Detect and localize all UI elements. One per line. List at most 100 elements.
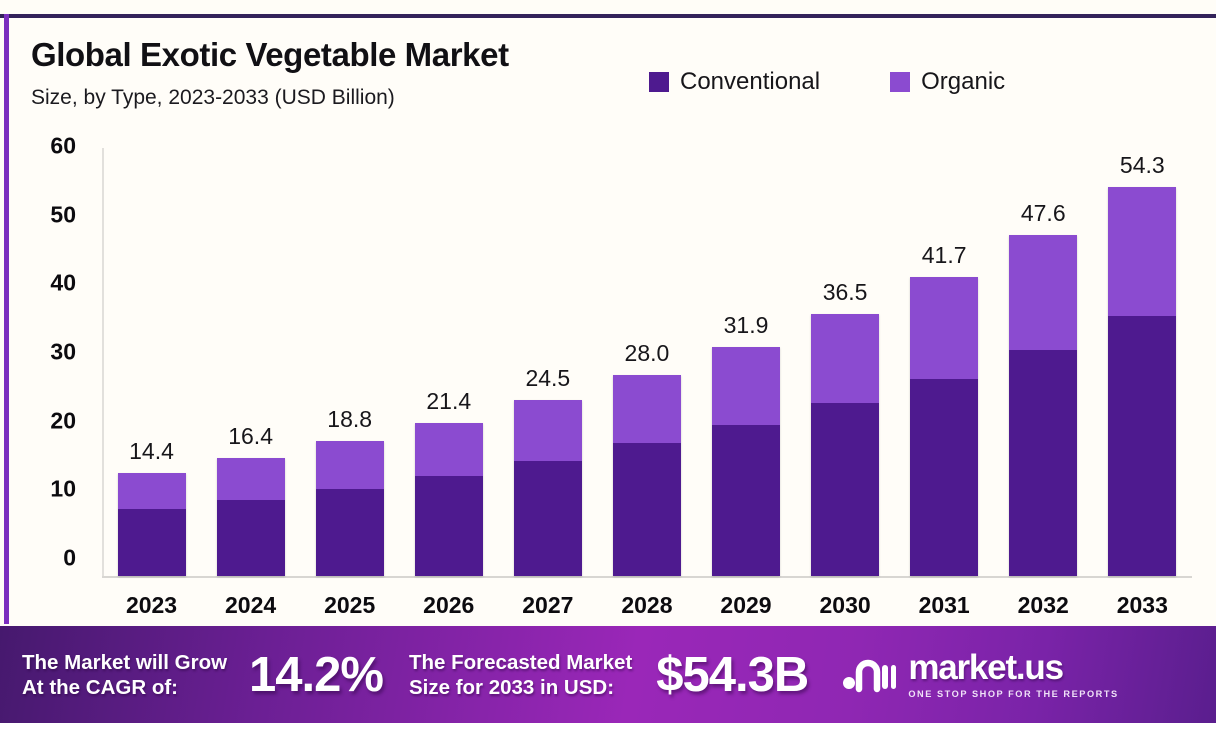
bar-series-group: 14.4 16.4 18.8 21.4 24.5 28.0 31.9 36.5 41.7 47.6… (102, 146, 1192, 576)
summary-banner: The Market will Grow At the CAGR of: 14.… (0, 626, 1216, 723)
bar-column[interactable]: 14.4 (102, 146, 201, 576)
x-axis-tick: 2023 (125, 591, 178, 618)
y-axis-tick: 0 (63, 544, 76, 571)
bar-segment-conventional[interactable] (1009, 350, 1078, 576)
forecast-value: $54.3B (656, 647, 809, 702)
chart-legend: Conventional Organic (649, 68, 1005, 96)
x-axis-tick: 2029 (720, 591, 772, 618)
bar-segment-organic[interactable] (117, 472, 186, 509)
legend-swatch-conventional (649, 72, 669, 92)
bar-column[interactable]: 41.7 (895, 146, 994, 576)
bar-value-label: 21.4 (426, 387, 472, 414)
legend-label-organic: Organic (921, 68, 1006, 95)
legend-item-organic[interactable]: Organic (890, 68, 1005, 96)
bar-segment-conventional[interactable] (414, 475, 483, 576)
bar-column[interactable]: 47.6 (994, 146, 1093, 576)
bar-stack[interactable] (712, 347, 780, 576)
bar-stack[interactable] (1009, 234, 1078, 576)
bar-value-label: 54.3 (1119, 151, 1165, 178)
bar-segment-organic[interactable] (910, 277, 979, 379)
bar-segment-conventional[interactable] (910, 378, 979, 576)
bar-column[interactable]: 54.3 (1093, 146, 1192, 576)
bar-value-label: 16.4 (228, 423, 273, 450)
bar-stack[interactable] (811, 314, 880, 576)
y-axis-tick: 60 (50, 132, 76, 159)
page-title: Global Exotic Vegetable Market (31, 36, 509, 73)
frame-top-border (0, 14, 1216, 18)
bar-stack[interactable] (910, 277, 979, 576)
bar-column[interactable]: 18.8 (300, 146, 399, 576)
market-us-logo-icon (842, 653, 897, 697)
y-axis-tick: 30 (50, 338, 76, 365)
banner-bottom-strip (0, 723, 1216, 737)
bar-column[interactable]: 31.9 (697, 146, 796, 576)
bar-column[interactable]: 21.4 (399, 146, 498, 576)
forecast-block: The Forecasted Market Size for 2033 in U… (409, 647, 809, 703)
legend-item-conventional[interactable]: Conventional (649, 68, 820, 96)
x-axis-tick: 2028 (621, 591, 673, 618)
cagr-caption: The Market will Grow At the CAGR of: (22, 650, 227, 700)
bar-column[interactable]: 36.5 (796, 146, 895, 576)
bar-segment-conventional[interactable] (612, 443, 681, 576)
bar-segment-organic[interactable] (1009, 234, 1078, 351)
x-axis-tick: 2030 (819, 591, 871, 618)
bar-stack[interactable] (414, 422, 483, 576)
bar-segment-organic[interactable] (315, 441, 384, 489)
bar-segment-organic[interactable] (216, 458, 285, 501)
bar-stack[interactable] (1108, 186, 1177, 576)
bar-value-label: 14.4 (129, 437, 174, 464)
bar-stack[interactable] (315, 441, 384, 576)
forecast-caption: The Forecasted Market Size for 2033 in U… (409, 650, 632, 700)
market-us-logo[interactable]: market.us ONE STOP SHOP FOR THE REPORTS (842, 650, 1118, 699)
y-axis-tick: 10 (50, 475, 76, 502)
bar-segment-organic[interactable] (612, 375, 681, 444)
bar-stack[interactable] (117, 472, 186, 576)
cagr-caption-line1: The Market will Grow (22, 650, 228, 674)
legend-label-conventional: Conventional (680, 68, 821, 95)
cagr-caption-line2: At the CAGR of: (22, 675, 179, 699)
bar-value-label: 41.7 (921, 242, 967, 269)
bar-segment-conventional[interactable] (117, 508, 186, 576)
market-us-logo-text: market.us ONE STOP SHOP FOR THE REPORTS (908, 650, 1118, 699)
forecast-caption-line2: Size for 2033 in USD: (408, 675, 615, 699)
bar-segment-conventional[interactable] (513, 460, 582, 576)
x-axis-tick: 2024 (225, 591, 277, 618)
x-axis-tick: 2033 (1116, 591, 1168, 618)
bar-segment-conventional[interactable] (216, 500, 285, 576)
bar-segment-conventional[interactable] (811, 403, 880, 576)
x-axis-tick: 2026 (423, 591, 475, 618)
bar-stack[interactable] (513, 400, 582, 576)
bar-segment-organic[interactable] (513, 400, 582, 461)
x-axis-tick: 2032 (1017, 591, 1069, 618)
frame-left-accent-border (4, 14, 9, 624)
bar-segment-organic[interactable] (1108, 186, 1177, 316)
bar-segment-organic[interactable] (712, 347, 780, 425)
bar-segment-organic[interactable] (811, 314, 880, 404)
bar-stack[interactable] (216, 458, 285, 576)
y-axis-line (102, 148, 104, 578)
x-axis-tick: 2031 (918, 591, 970, 618)
x-axis-line (102, 576, 1192, 578)
bar-segment-conventional[interactable] (1108, 315, 1177, 576)
bar-column[interactable]: 28.0 (597, 146, 696, 576)
bar-column[interactable]: 24.5 (498, 146, 597, 576)
market-us-wordmark: market.us (908, 648, 1064, 687)
bar-value-label: 18.8 (327, 406, 373, 433)
bar-segment-conventional[interactable] (712, 424, 780, 576)
cagr-block: The Market will Grow At the CAGR of: 14.… (22, 647, 384, 703)
bar-value-label: 47.6 (1020, 199, 1066, 226)
chart-card: Global Exotic Vegetable Market Size, by … (9, 18, 1210, 624)
page-subtitle: Size, by Type, 2023-2033 (USD Billion) (31, 86, 395, 109)
y-axis-tick: 50 (50, 201, 76, 228)
bar-segment-organic[interactable] (414, 422, 483, 476)
bar-value-label: 31.9 (723, 312, 769, 339)
cagr-value: 14.2% (249, 647, 384, 702)
bar-stack[interactable] (612, 375, 681, 576)
x-axis-tick: 2027 (522, 591, 574, 618)
market-us-tagline: ONE STOP SHOP FOR THE REPORTS (908, 689, 1119, 699)
y-axis-tick: 40 (50, 269, 76, 296)
bar-segment-conventional[interactable] (315, 488, 384, 576)
bar-column[interactable]: 16.4 (201, 146, 300, 576)
x-axis-tick: 2025 (324, 591, 376, 618)
